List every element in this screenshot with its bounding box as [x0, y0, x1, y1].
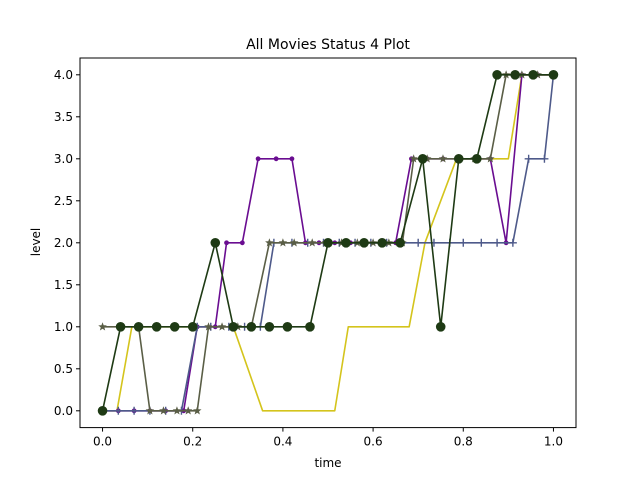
data-point	[183, 406, 193, 415]
x-axis-label: time	[314, 456, 341, 470]
series-4	[97, 70, 559, 416]
data-point	[453, 154, 464, 164]
data-point	[169, 322, 180, 332]
x-tick-label: 0.4	[273, 435, 292, 449]
data-point	[224, 240, 229, 246]
data-point	[278, 238, 288, 247]
data-point	[289, 156, 295, 162]
data-point	[282, 322, 293, 332]
chart-title: All Movies Status 4 Plot	[246, 37, 410, 53]
x-tick-label: 0.6	[364, 435, 383, 449]
data-point	[151, 322, 162, 332]
data-point	[395, 238, 405, 248]
data-point	[486, 154, 495, 163]
data-point	[192, 406, 202, 415]
data-point	[524, 154, 533, 163]
data-point	[305, 322, 315, 332]
data-point	[246, 322, 257, 332]
data-point	[417, 154, 428, 164]
data-point	[414, 238, 423, 247]
data-point	[265, 238, 274, 247]
data-point	[492, 70, 502, 80]
data-point	[493, 238, 502, 247]
y-tick-label: 0.0	[54, 404, 73, 418]
y-tick-label: 1.0	[54, 320, 73, 334]
x-tick-label: 0.2	[183, 435, 202, 449]
data-point	[115, 322, 126, 332]
y-axis-label: level	[29, 228, 43, 257]
data-point	[255, 156, 261, 162]
data-point	[323, 238, 333, 248]
data-point	[97, 406, 108, 416]
data-point	[377, 238, 387, 248]
data-point	[187, 322, 198, 332]
data-point	[289, 238, 299, 247]
data-point	[114, 406, 123, 415]
axes: 0.0 0.2 0.4 0.6 0.8 1.0 0.0 0.5 1.0 1.5 2.0 2.5 3.0 3…	[54, 68, 563, 449]
y-tick-label: 2.0	[54, 236, 73, 250]
data-point	[508, 238, 517, 247]
data-point	[273, 156, 279, 162]
data-point	[159, 406, 168, 415]
data-point	[133, 322, 144, 332]
data-point	[307, 238, 317, 247]
y-tick-label: 4.0	[54, 68, 73, 82]
data-point	[472, 154, 482, 164]
x-tick-label: 0.0	[93, 435, 112, 449]
data-point	[510, 70, 520, 80]
x-tick-label: 1.0	[544, 435, 563, 449]
data-point	[210, 238, 221, 248]
data-point	[341, 238, 351, 248]
data-point	[435, 322, 446, 332]
data-point	[98, 322, 107, 331]
data-point	[548, 70, 559, 80]
data-point	[228, 322, 239, 332]
y-tick-label: 1.5	[54, 278, 73, 292]
data-point	[130, 406, 139, 415]
data-point	[477, 238, 486, 247]
x-tick-label: 0.8	[454, 435, 473, 449]
data-point	[359, 238, 369, 248]
data-point	[145, 406, 155, 415]
data-point	[264, 322, 275, 332]
y-tick-label: 0.5	[54, 362, 73, 376]
plot-area	[97, 70, 559, 416]
y-tick-label: 2.5	[54, 194, 73, 208]
data-point	[438, 154, 448, 163]
data-point	[172, 406, 182, 415]
y-tick-label: 3.0	[54, 152, 73, 166]
data-point	[459, 238, 468, 247]
data-point	[217, 322, 227, 331]
data-point	[409, 154, 418, 163]
y-tick-label: 3.5	[54, 110, 73, 124]
data-point	[239, 240, 245, 246]
data-point	[204, 322, 213, 331]
data-point	[528, 70, 538, 80]
data-point	[540, 154, 549, 163]
